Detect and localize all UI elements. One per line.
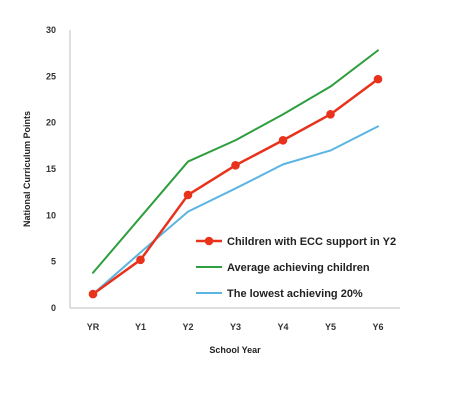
data-point <box>278 135 288 145</box>
data-point <box>373 74 383 84</box>
x-tick-label: YR <box>87 322 100 332</box>
series-lines <box>88 49 383 299</box>
y-tick-label: 0 <box>51 303 56 313</box>
x-tick-label: Y6 <box>372 322 383 332</box>
series-line-2 <box>92 125 379 296</box>
legend-label: Average achieving children <box>227 262 370 274</box>
legend-item: The lowest achieving 20% <box>196 288 363 300</box>
data-point <box>231 160 240 170</box>
legend: Children with ECC support in Y2 Average a… <box>196 236 396 300</box>
legend-marker <box>204 236 214 246</box>
y-tick-label: 5 <box>51 257 56 267</box>
y-tick-label: 25 <box>46 71 56 81</box>
y-tick-label: 15 <box>46 164 56 174</box>
legend-label: Children with ECC support in Y2 <box>227 236 396 248</box>
x-axis-ticks: YR Y1 Y2 Y3 Y4 Y5 Y6 <box>87 322 384 332</box>
x-tick-label: Y1 <box>135 322 146 332</box>
y-tick-label: 30 <box>46 25 56 35</box>
series-line-1 <box>92 49 379 274</box>
data-point <box>88 289 98 299</box>
y-axis-title: National Curriculum Points <box>22 111 32 227</box>
x-tick-label: Y2 <box>182 322 193 332</box>
data-point <box>183 190 193 200</box>
y-axis-ticks: 0 5 10 15 20 25 30 <box>46 25 56 313</box>
chart-axes <box>69 30 400 309</box>
x-tick-label: Y5 <box>325 322 336 332</box>
legend-item: Children with ECC support in Y2 <box>196 236 396 248</box>
x-tick-label: Y3 <box>230 322 241 332</box>
data-point <box>136 255 145 265</box>
y-tick-label: 20 <box>46 118 56 128</box>
legend-item: Average achieving children <box>196 262 370 274</box>
y-tick-label: 10 <box>46 210 56 220</box>
legend-label: The lowest achieving 20% <box>227 288 363 300</box>
x-axis-title: School Year <box>209 345 261 355</box>
data-point <box>326 110 335 119</box>
x-tick-label: Y4 <box>277 322 288 332</box>
